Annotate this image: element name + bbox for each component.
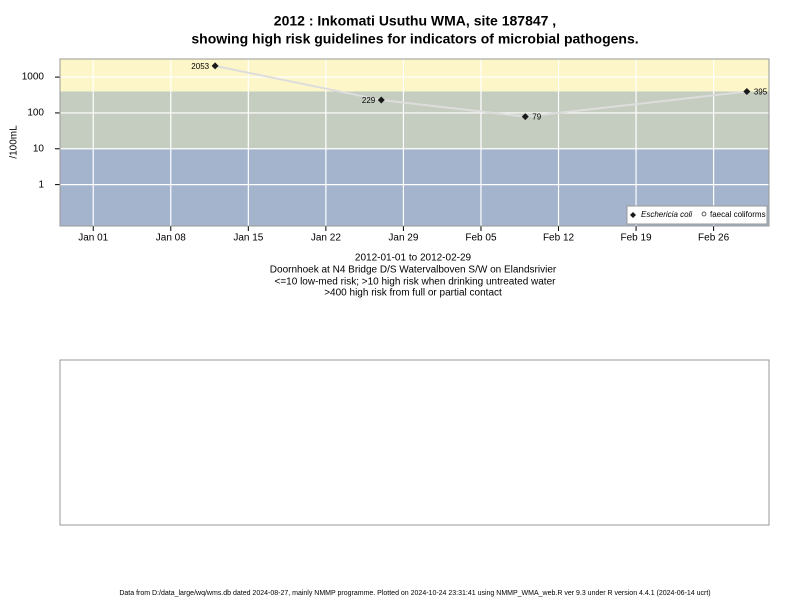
footer: Data from D:/data_large/wq/wms.db dated … [119,590,710,597]
data-point [377,96,385,104]
data-label: 229 [362,96,376,105]
x-tick-label: Jan 29 [388,233,418,244]
legend-label: Eschericia coli [641,210,692,219]
data-label: 395 [754,88,768,97]
subtitle: Doornhoek at N4 Bridge D/S Watervalboven… [270,265,557,276]
x-tick-label: Feb 12 [543,233,575,244]
legend-marker [630,212,636,218]
x-tick-label: Feb 05 [465,233,497,244]
data-point [521,113,529,121]
data-label: 2053 [191,62,209,71]
y-tick-label: 1000 [22,72,45,83]
data-point [211,62,219,70]
x-tick-label: Feb 26 [698,233,730,244]
y-axis-label: /100mL [9,125,20,159]
chart-title: 2012 : Inkomati Usuthu WMA, site 187847 … [274,13,556,29]
legend-marker [701,211,707,217]
x-tick-label: Jan 22 [311,233,341,244]
chart-title: showing high risk guidelines for indicat… [191,31,638,47]
x-tick-label: Jan 01 [78,233,108,244]
risk-band [60,91,769,149]
x-tick-label: Feb 19 [620,233,652,244]
data-label: 79 [532,113,541,122]
subtitle: <=10 low-med risk; >10 high risk when dr… [275,277,557,288]
subtitle: >400 high risk from full or partial cont… [324,288,502,299]
plot-frame [59,58,770,227]
y-tick-label: 10 [33,143,45,154]
risk-band [60,59,769,92]
y-tick-label: 1 [38,179,44,190]
x-tick-label: Jan 15 [233,233,263,244]
data-point [743,88,751,96]
empty-panel [59,359,770,526]
y-tick-label: 100 [27,108,44,119]
x-tick-label: Jan 08 [156,233,186,244]
subtitle: 2012-01-01 to 2012-02-29 [355,253,472,264]
series-line [214,64,747,118]
legend-label: faecal coliforms [710,210,766,219]
legend-box [626,205,768,225]
